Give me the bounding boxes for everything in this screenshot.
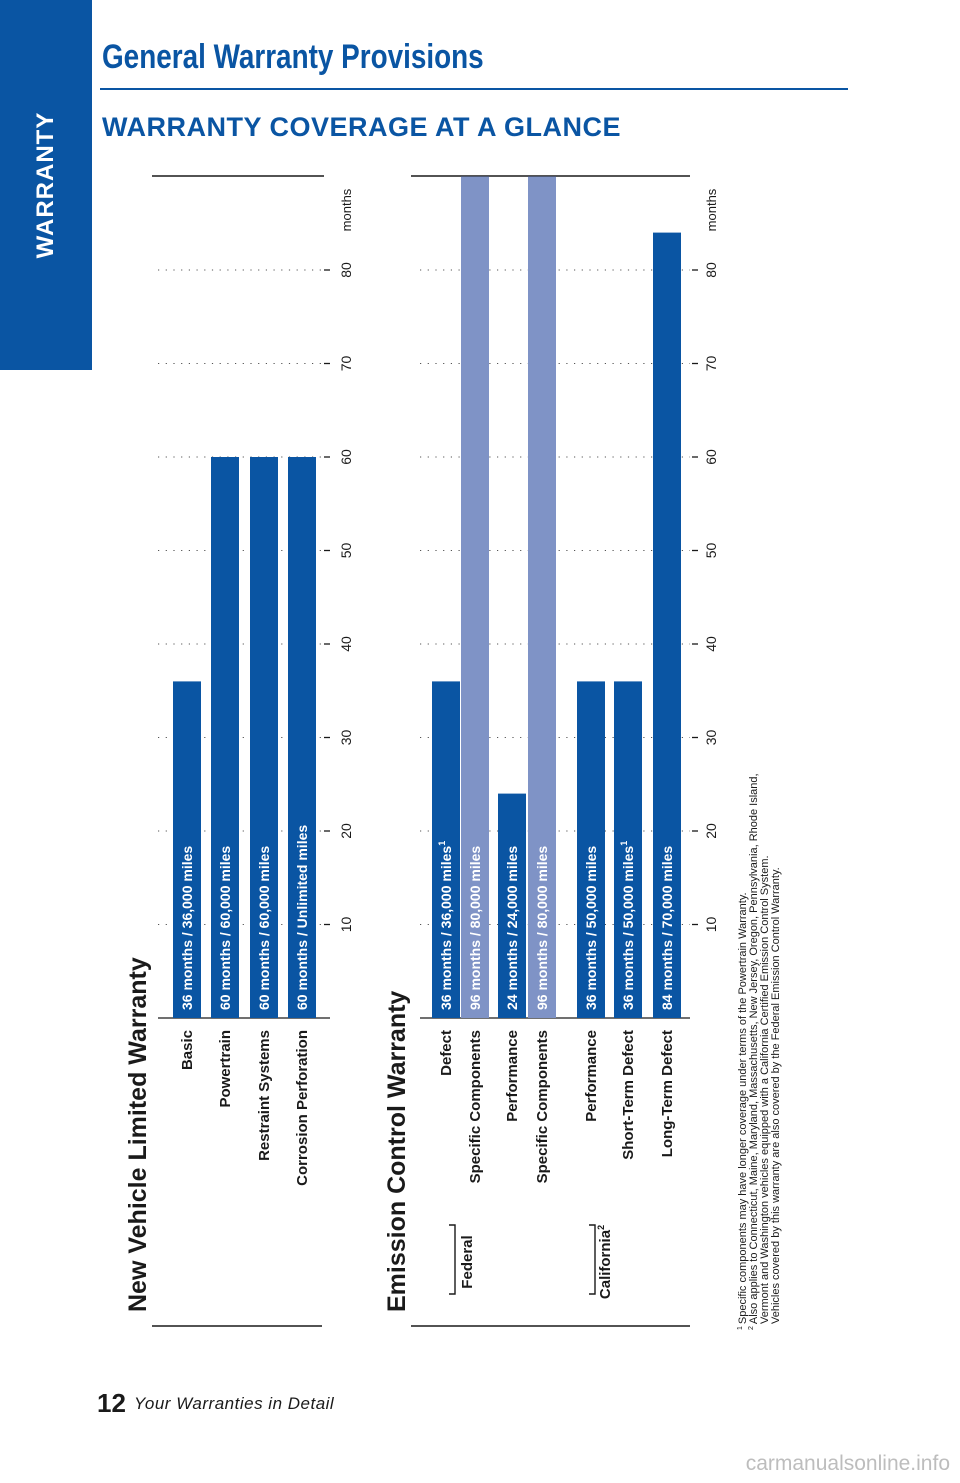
bar-value-label: 60 months / 60,000 miles	[217, 846, 233, 1010]
tick-label: 30	[338, 730, 354, 746]
chart-title: New Vehicle Limited Warranty	[124, 957, 152, 1312]
tick-label: 70	[338, 356, 354, 372]
tick-label: 60	[703, 449, 719, 465]
bar	[211, 457, 239, 1018]
group-bracket	[449, 1224, 456, 1295]
footnote-text: Specific components may have longer cove…	[737, 892, 749, 1324]
tick-label: 80	[338, 262, 354, 278]
category-label: Specific Components	[534, 1030, 551, 1183]
footnote-text: Also applies to Connecticut, Maine, Mary…	[748, 773, 760, 1324]
category-label: Restraint Systems	[256, 1030, 273, 1161]
category-label: Short-Term Defect	[620, 1030, 637, 1160]
bar-value-label: 60 months / 60,000 miles	[256, 846, 272, 1010]
tick-label: 50	[338, 543, 354, 559]
axis-unit-label: months	[704, 188, 719, 231]
bar-value-label: 84 months / 70,000 miles	[659, 846, 675, 1010]
footnote: 2 Also applies to Connecticut, Maine, Mar…	[748, 773, 760, 1330]
tick-label: 50	[703, 543, 719, 559]
tick-label: 70	[703, 356, 719, 372]
bar	[432, 681, 460, 1018]
bar-value-label: 36 months / 36,000 miles	[179, 846, 195, 1010]
category-label: Performance	[583, 1030, 600, 1122]
category-label: Powertrain	[217, 1030, 234, 1108]
footer-text: Your Warranties in Detail	[134, 1394, 335, 1413]
footnote: Vermont and Washington vehicles equipped…	[759, 855, 771, 1324]
tick-label: 30	[703, 730, 719, 746]
bar-value-label: 36 months / 36,000 miles1	[437, 841, 454, 1010]
bar	[288, 457, 316, 1018]
bar-value-label: 60 months / Unlimited miles	[294, 825, 310, 1010]
bar-value-label: 24 months / 24,000 miles	[504, 846, 520, 1010]
bar	[614, 681, 642, 1018]
bar	[653, 232, 681, 1019]
warranty-side-tab: WARRANTY	[0, 0, 92, 370]
group-label: California2	[596, 1225, 614, 1299]
footnote-marker: 1	[437, 841, 447, 846]
footnote-marker: 1	[737, 1326, 744, 1330]
tick-label: 20	[703, 823, 719, 839]
tick-label: 20	[338, 823, 354, 839]
category-label: Long-Term Defect	[659, 1030, 676, 1157]
bar-value-label: 96 months / 80,000 miles	[467, 846, 483, 1010]
bar	[250, 457, 278, 1018]
category-label: Corrosion Perforation	[294, 1030, 311, 1186]
bar-value-label: 36 months / 50,000 miles1	[619, 841, 636, 1010]
chart-title: Emission Control Warranty	[383, 991, 411, 1312]
footnote-marker: 2	[596, 1225, 606, 1230]
bar-value-label: 96 months / 80,000 miles	[534, 846, 550, 1010]
footnote-marker: 2	[748, 1326, 755, 1330]
bar-value-label: 36 months / 50,000 miles	[583, 846, 599, 1010]
category-label: Specific Components	[467, 1030, 484, 1183]
watermark: carmanualsonline.info	[745, 1452, 950, 1475]
footnote-text: Vermont and Washington vehicles equipped…	[759, 855, 771, 1324]
tick-label: 40	[338, 636, 354, 652]
category-label: Performance	[504, 1030, 521, 1122]
tick-label: 60	[338, 449, 354, 465]
bar	[577, 681, 605, 1018]
bar	[498, 793, 526, 1018]
page-number: 12	[97, 1388, 126, 1418]
axis-unit-label: months	[339, 188, 354, 231]
tick-label: 40	[703, 636, 719, 652]
category-label: Basic	[179, 1030, 196, 1070]
group-bracket	[589, 1224, 596, 1295]
footnote: 1 Specific components may have longer cov…	[737, 892, 749, 1330]
title-divider	[100, 88, 848, 90]
tick-label: 10	[703, 917, 719, 933]
tick-label: 80	[703, 262, 719, 278]
category-label: Defect	[438, 1030, 455, 1076]
bar	[173, 681, 201, 1018]
footnote-text: Vehicles covered by this warranty are al…	[770, 867, 782, 1324]
page-title: General Warranty Provisions	[102, 38, 484, 76]
bar	[528, 176, 556, 1018]
footnote-marker: 1	[619, 841, 629, 846]
bar	[461, 176, 489, 1018]
section-subtitle: WARRANTY COVERAGE AT A GLANCE	[102, 112, 622, 142]
footnote: Vehicles covered by this warranty are al…	[770, 867, 782, 1324]
tick-label: 10	[338, 917, 354, 933]
group-label: Federal	[459, 1235, 476, 1288]
